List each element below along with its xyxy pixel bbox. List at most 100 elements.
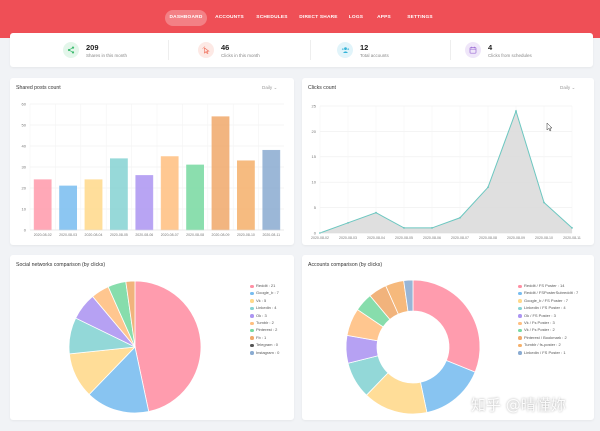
x-tick-label: 2020-08-04	[85, 233, 103, 237]
stat-shares-value: 209	[86, 43, 99, 52]
legend-label: Vk / Fs Poster : 2	[524, 327, 555, 333]
chevron-down-icon: ⌄	[273, 85, 278, 90]
legend-label: Telegram : 0	[256, 342, 279, 348]
shared-posts-bar-chart: 0 10 20 30 40 50 60 2020-08-02 2020-08-03 2020-08…	[22, 101, 284, 237]
pie-slice	[88, 346, 150, 414]
share-icon	[63, 42, 79, 58]
clicks-line	[319, 109, 573, 234]
social-networks-title: Social networks comparison (by clicks)	[16, 262, 106, 268]
x-tick-label: 2020-08-09	[507, 236, 525, 240]
bar	[84, 179, 103, 231]
y-tick-label: 20	[22, 185, 27, 190]
stat-schedules-label: Clicks from schedules	[488, 53, 532, 58]
y-tick-label: 5	[314, 205, 317, 210]
legend-swatch	[518, 306, 522, 311]
legend-swatch	[250, 321, 254, 325]
x-tick-label: 2020-08-02	[311, 236, 329, 240]
legend-label: Google_b / FS Poster : 7	[524, 297, 569, 303]
bar	[262, 149, 281, 231]
legend-label: Ok / FS Poster : 3	[524, 312, 556, 318]
x-tick-label: 2020-08-09	[212, 233, 230, 237]
shared-posts-card: Shared posts count Daily ⌄ 0 10 20 30 40 50 60…	[10, 78, 294, 245]
x-tick-label: 2020-08-02	[34, 233, 52, 237]
x-tick-label: 2020-08-06	[423, 236, 441, 240]
legend-swatch	[250, 351, 254, 355]
legend-swatch	[518, 314, 522, 318]
users-icon	[337, 42, 353, 58]
legend-label: Reddit / FSPosterSubreddit : 7	[524, 290, 579, 296]
legend-label: Tumblr : 2	[256, 320, 274, 325]
x-tick-label: 2020-08-11	[262, 233, 280, 237]
data-point	[543, 201, 545, 204]
legend-swatch	[518, 336, 522, 340]
legend-label: Linkedin : 4	[256, 305, 277, 311]
clicks-title: Clicks count	[308, 85, 336, 91]
stat-accounts-value: 12	[360, 43, 369, 52]
legend-swatch	[518, 291, 522, 296]
stat-divider	[310, 40, 311, 60]
nav-dashboard[interactable]: DASHBOARD	[165, 10, 207, 26]
legend-swatch	[250, 336, 254, 340]
data-point	[487, 186, 489, 189]
nav-schedules[interactable]: SCHEDULES	[256, 15, 288, 20]
y-tick-label: 15	[312, 154, 317, 159]
legend-swatch	[518, 321, 522, 325]
social-networks-card: Social networks comparison (by clicks) R…	[10, 255, 294, 420]
y-tick-label: 40	[22, 143, 27, 148]
x-tick-label: 2020-08-07	[161, 233, 179, 237]
calendar-icon	[465, 42, 481, 58]
legend-swatch	[250, 343, 254, 348]
clicks-period-select[interactable]: Daily ⌄	[560, 85, 576, 90]
accounts-card: Accounts comparison (by clicks) Reddit /…	[302, 255, 594, 420]
nav-accounts[interactable]: ACCOUNTS	[215, 15, 244, 20]
nav-logs[interactable]: LOGS	[348, 15, 364, 20]
legend-label: Vk / Fs Poster : 3	[524, 320, 555, 325]
shared-posts-title: Shared posts count	[16, 85, 61, 91]
nav-settings[interactable]: SETTINGS	[407, 15, 433, 20]
main-nav: DASHBOARD ACCOUNTS SCHEDULES DIRECT SHAR…	[0, 10, 600, 26]
bar	[186, 164, 204, 231]
legend-swatch	[518, 284, 522, 288]
y-tick-label: 0	[314, 230, 317, 235]
bar	[237, 160, 255, 231]
legend-swatch	[518, 299, 522, 303]
legend-label: Linkedin / FS Poster : 1	[524, 349, 566, 355]
data-point	[403, 227, 405, 229]
legend-swatch	[518, 343, 522, 348]
legend-label: Pinterest / Bookmark : 2	[524, 334, 567, 340]
x-tick-label: 2020-08-10	[535, 236, 553, 240]
cursor-click-icon	[198, 42, 214, 58]
stat-divider	[450, 40, 451, 60]
watermark-text: 知乎 @晴懂妳	[471, 396, 566, 414]
data-point	[459, 216, 461, 219]
legend-swatch	[518, 351, 522, 355]
stat-clicks-value: 46	[221, 43, 230, 52]
x-tick-label: 2020-08-06	[135, 233, 153, 237]
data-point	[515, 110, 517, 112]
bar	[211, 116, 230, 231]
data-point	[571, 227, 573, 229]
legend-label: Reddit / FS Poster : 14	[524, 283, 565, 288]
pie-slice	[403, 279, 414, 312]
legend-swatch	[250, 306, 254, 311]
bar	[33, 179, 52, 231]
legend-swatch	[518, 328, 522, 333]
data-point	[347, 221, 349, 224]
nav-direct-share[interactable]: DIRECT SHARE	[299, 15, 338, 20]
bar	[135, 175, 154, 231]
x-tick-label: 2020-08-04	[367, 236, 385, 240]
x-tick-label: 2020-08-08	[186, 233, 204, 237]
legend-label: Linkedin / FS Poster : 4	[524, 305, 566, 311]
nav-apps[interactable]: APPS	[377, 15, 391, 20]
bar	[59, 185, 77, 231]
clicks-area	[320, 111, 572, 233]
legend-label: Instagram : 0	[256, 349, 280, 355]
legend-swatch	[250, 314, 254, 318]
shared-posts-period-select[interactable]: Daily ⌄	[262, 85, 278, 90]
stat-accounts-label: Total accounts	[360, 53, 389, 58]
clicks-card: Clicks count Daily ⌄ 0 5 10 15 20 25 2020-08-0…	[302, 78, 594, 245]
legend-label: Tumblr / fs-poster : 2	[524, 342, 561, 348]
legend-swatch	[250, 291, 254, 296]
pie-slice	[412, 279, 481, 373]
accounts-donut-chart	[345, 279, 481, 415]
